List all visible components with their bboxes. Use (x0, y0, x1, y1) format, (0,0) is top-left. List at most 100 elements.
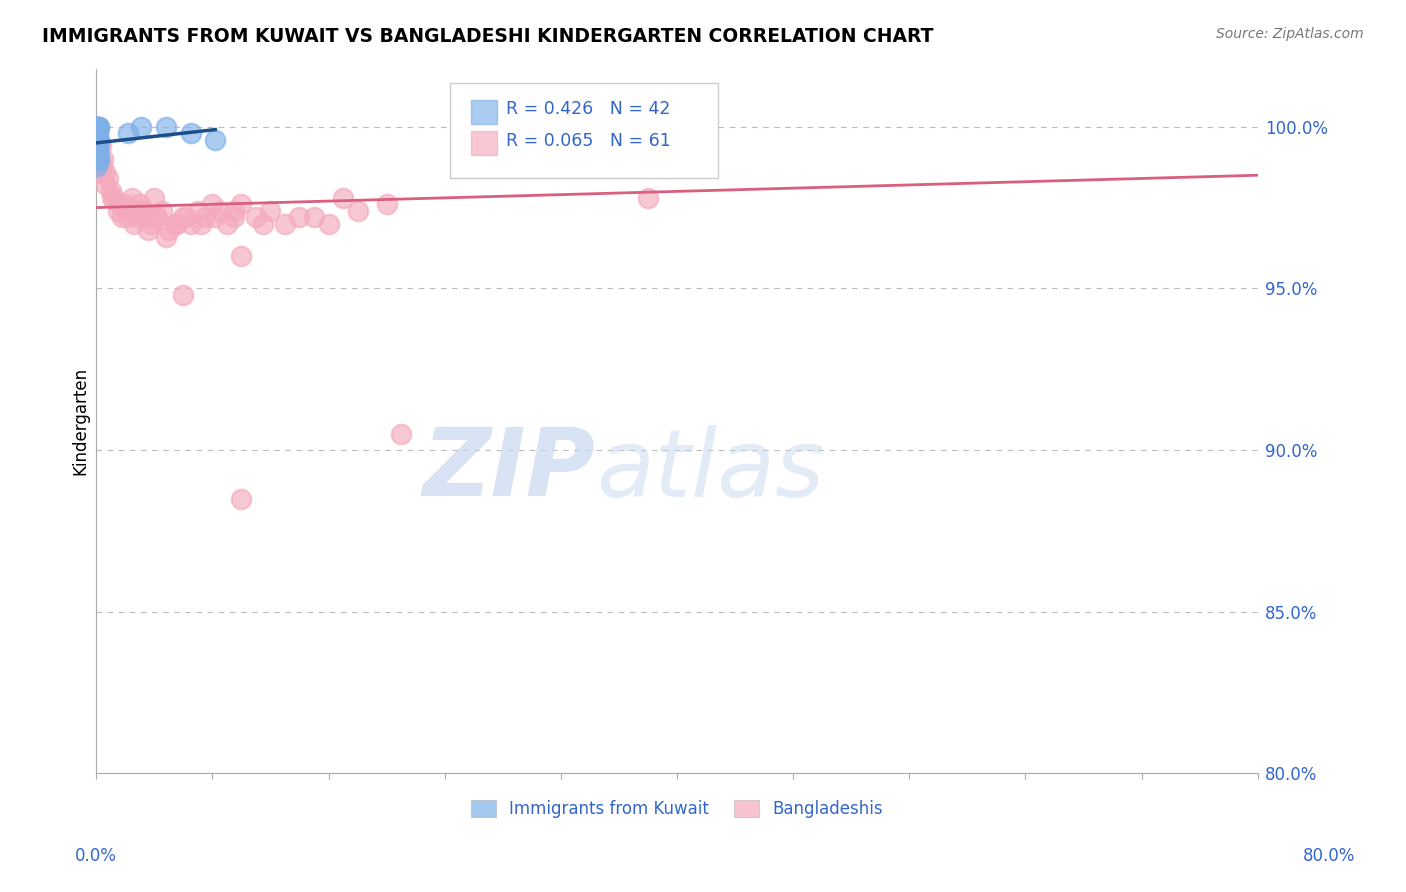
Point (145, 211, 167, 225)
Point (157, 223, 180, 237)
Point (86, 133, 108, 147)
Point (117, 203, 139, 218)
Point (194, 211, 217, 225)
Point (129, 203, 152, 218)
Point (87, 120, 110, 134)
Point (389, 426, 412, 441)
Point (86, 120, 108, 134)
Point (114, 197, 136, 211)
Point (190, 217, 212, 231)
Point (107, 203, 129, 218)
Point (224, 203, 246, 218)
Point (87, 126, 110, 140)
Point (174, 211, 197, 225)
Point (87, 139, 110, 153)
Point (90, 165, 112, 179)
Point (637, 191, 659, 205)
Point (86, 145, 108, 160)
Text: atlas: atlas (596, 425, 824, 516)
Point (86, 133, 108, 147)
Point (346, 203, 368, 218)
Point (288, 211, 311, 225)
Legend: Immigrants from Kuwait, Bangladeshis: Immigrants from Kuwait, Bangladeshis (464, 794, 890, 825)
Point (231, 197, 253, 211)
Point (131, 203, 153, 218)
Point (87, 139, 110, 153)
Point (125, 211, 148, 225)
Point (117, 126, 139, 140)
Point (155, 120, 177, 134)
Text: R = 0.426   N = 42: R = 0.426 N = 42 (506, 101, 671, 119)
Point (111, 211, 134, 225)
Point (86, 126, 108, 140)
Point (252, 217, 274, 231)
Point (101, 191, 124, 205)
Point (208, 203, 231, 218)
Point (86, 139, 108, 153)
Point (96, 178, 118, 192)
Point (86, 159, 108, 173)
Point (87, 133, 110, 147)
Point (115, 211, 138, 225)
Text: IMMIGRANTS FROM KUWAIT VS BANGLADESHI KINDERGARTEN CORRELATION CHART: IMMIGRANTS FROM KUWAIT VS BANGLADESHI KI… (42, 27, 934, 45)
Point (86, 145, 108, 160)
Text: 0.0%: 0.0% (75, 847, 117, 864)
Point (204, 211, 226, 225)
Point (224, 211, 246, 225)
Point (93, 152, 115, 166)
Point (87, 120, 110, 134)
Point (204, 133, 226, 147)
Point (86, 139, 108, 153)
Point (86, 152, 108, 166)
Point (245, 211, 267, 225)
Point (146, 211, 169, 225)
Point (87, 139, 110, 153)
Point (215, 217, 238, 231)
Point (108, 197, 131, 211)
Point (86, 145, 108, 160)
Point (103, 191, 125, 205)
Point (155, 229, 177, 244)
Point (86, 139, 108, 153)
Point (87, 120, 110, 134)
Point (121, 191, 143, 205)
Point (87, 152, 110, 166)
Point (86, 120, 108, 134)
Point (87, 120, 110, 134)
Text: ZIP: ZIP (423, 425, 596, 516)
Point (138, 223, 160, 237)
Point (150, 203, 173, 218)
Point (143, 191, 166, 205)
Point (87, 145, 110, 160)
Point (86, 126, 108, 140)
Point (86, 145, 108, 160)
Text: Source: ZipAtlas.com: Source: ZipAtlas.com (1216, 27, 1364, 41)
FancyBboxPatch shape (471, 100, 496, 123)
Point (86, 139, 108, 153)
Point (165, 217, 187, 231)
Point (318, 217, 340, 231)
Point (87, 133, 110, 147)
Point (259, 203, 281, 218)
Point (180, 126, 202, 140)
Point (231, 249, 253, 263)
Point (97, 171, 120, 186)
Point (128, 197, 150, 211)
Y-axis label: Kindergarten: Kindergarten (72, 367, 89, 475)
Point (172, 211, 194, 225)
Point (172, 288, 194, 302)
Point (375, 197, 398, 211)
Point (87, 152, 110, 166)
Point (89, 152, 111, 166)
Point (86, 152, 108, 166)
Point (122, 217, 145, 231)
Point (87, 126, 110, 140)
Point (91, 159, 114, 173)
Point (180, 217, 202, 231)
Text: R = 0.065   N = 61: R = 0.065 N = 61 (506, 132, 671, 150)
Point (129, 120, 152, 134)
Point (231, 491, 253, 506)
Point (86, 133, 108, 147)
Point (86, 126, 108, 140)
Point (201, 197, 224, 211)
